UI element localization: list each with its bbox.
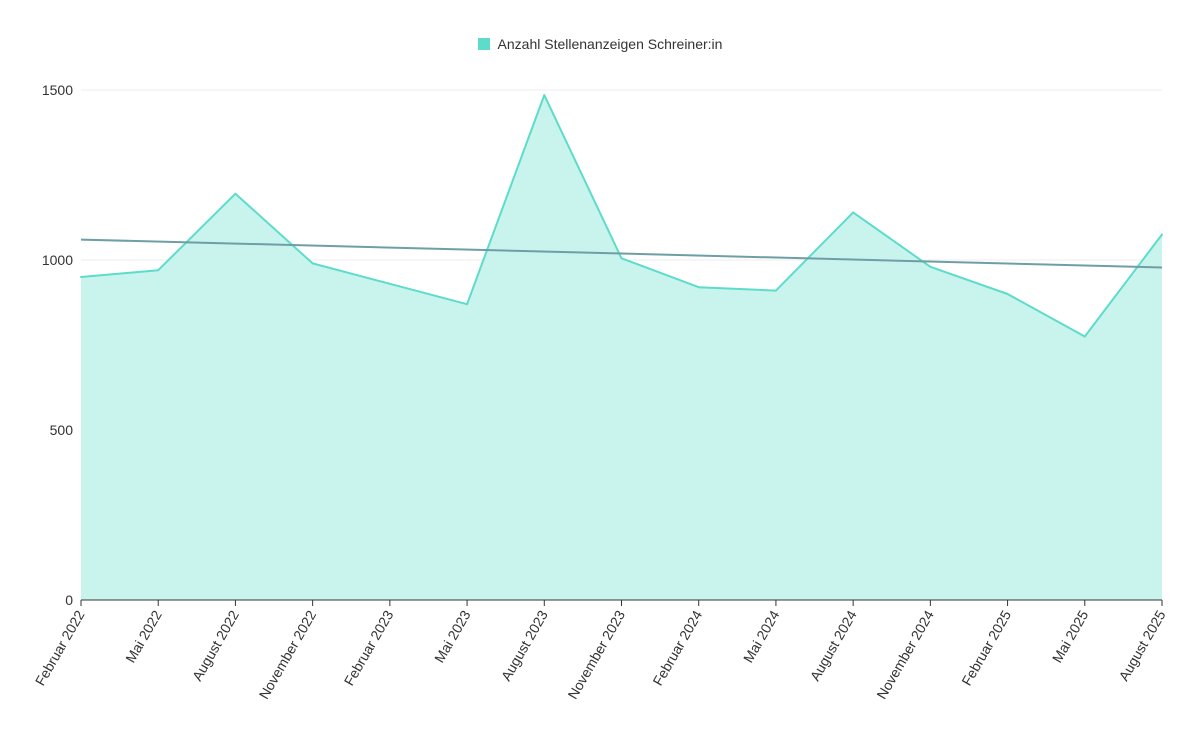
x-tick-label: Mai 2024 bbox=[740, 607, 783, 665]
data-point bbox=[620, 257, 623, 260]
x-tick-label: November 2022 bbox=[256, 607, 320, 701]
data-point bbox=[1161, 233, 1163, 236]
x-tick-label: August 2023 bbox=[498, 607, 551, 683]
data-point bbox=[852, 211, 855, 214]
trendline bbox=[80, 238, 1163, 269]
x-tick-label: November 2023 bbox=[564, 607, 628, 701]
y-tick-label: 1500 bbox=[42, 82, 73, 98]
legend-swatch-icon bbox=[477, 38, 490, 50]
data-point bbox=[1006, 293, 1009, 295]
data-point bbox=[311, 262, 314, 265]
x-tick-label: August 2022 bbox=[189, 607, 242, 683]
x-tick-label: August 2024 bbox=[807, 607, 860, 683]
legend: Anzahl Stellenanzeigen Schreiner:in bbox=[0, 36, 1200, 52]
x-tick-label: Februar 2023 bbox=[341, 607, 397, 688]
x-tick-label: Mai 2023 bbox=[431, 607, 474, 665]
data-point bbox=[1083, 335, 1086, 338]
data-point bbox=[466, 303, 469, 306]
y-tick-label: 1000 bbox=[42, 252, 73, 268]
x-tick-label: Februar 2024 bbox=[649, 607, 705, 688]
data-point bbox=[157, 269, 160, 272]
x-tick-label: Mai 2022 bbox=[122, 607, 165, 665]
data-point bbox=[543, 94, 546, 97]
data-point bbox=[388, 282, 391, 285]
data-point bbox=[80, 276, 82, 278]
x-tick-label: Februar 2022 bbox=[32, 607, 88, 688]
x-tick-label: Mai 2025 bbox=[1049, 607, 1092, 665]
data-point bbox=[774, 289, 777, 292]
x-tick-label: Februar 2025 bbox=[958, 607, 1014, 688]
x-tick-label: August 2025 bbox=[1115, 607, 1168, 683]
data-point bbox=[234, 192, 237, 195]
y-tick-label: 0 bbox=[65, 592, 73, 608]
data-point bbox=[929, 265, 932, 268]
legend-label: Anzahl Stellenanzeigen Schreiner:in bbox=[497, 36, 723, 52]
y-tick-label: 500 bbox=[50, 422, 74, 438]
data-point bbox=[697, 286, 700, 289]
series-area bbox=[81, 95, 1162, 600]
x-tick-label: November 2024 bbox=[873, 607, 937, 701]
